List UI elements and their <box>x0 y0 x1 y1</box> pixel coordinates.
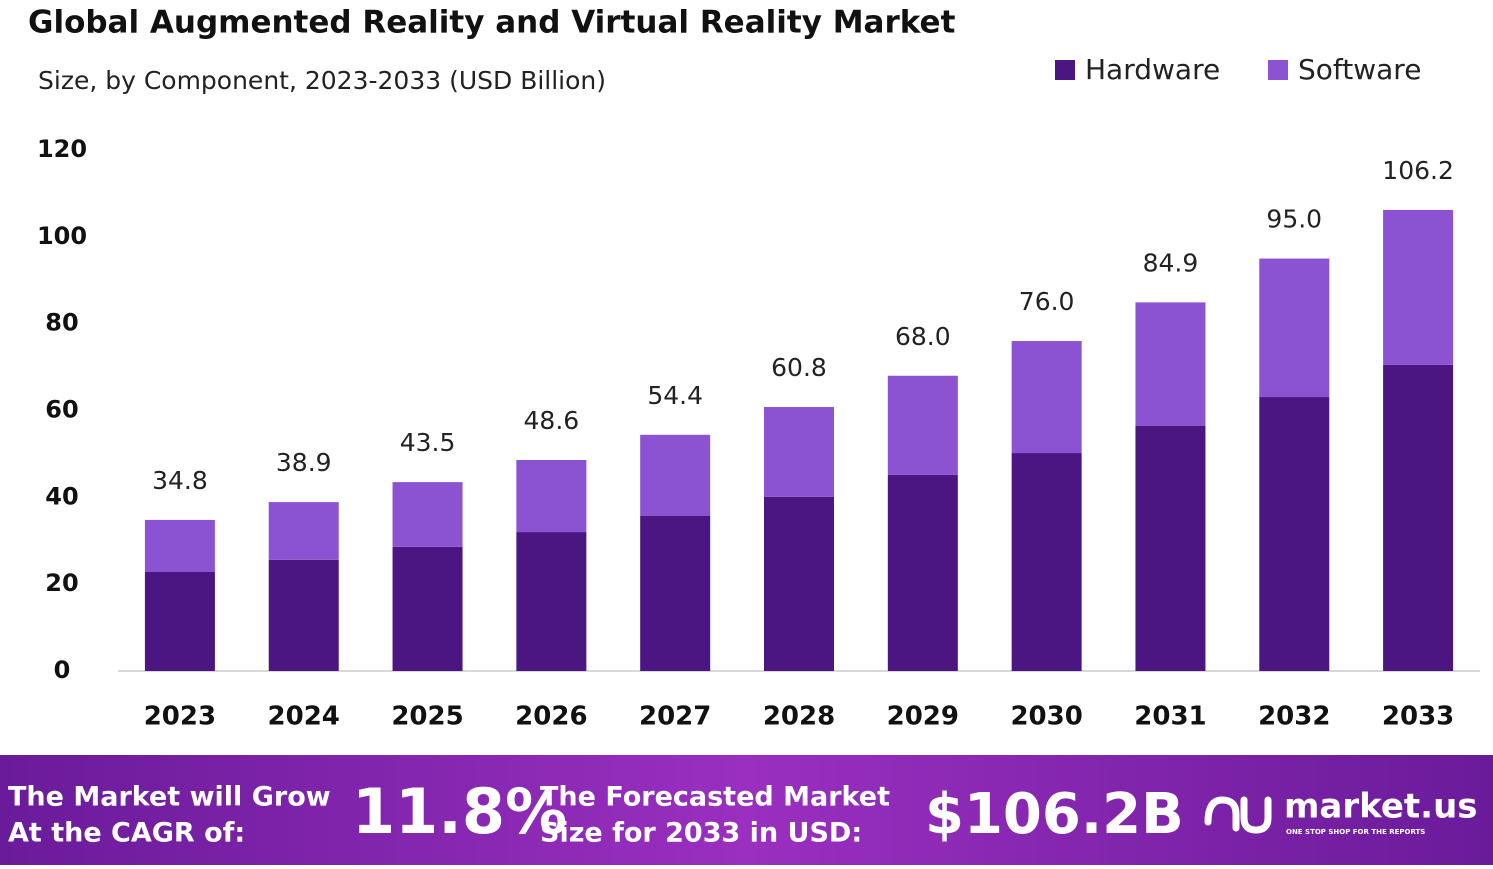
bar-segment <box>1383 209 1454 365</box>
footer: The Market will Grow At the CAGR of: 11.… <box>8 775 1478 848</box>
bar-segment <box>887 474 958 671</box>
cagr-value: 11.8% <box>352 775 567 848</box>
x-tick-label: 2033 <box>1382 702 1454 732</box>
y-tick-label: 20 <box>45 569 78 597</box>
bar-segment <box>268 502 339 560</box>
x-tick-label: 2029 <box>887 702 959 732</box>
bar-segment <box>1259 258 1330 398</box>
forecast-text: The Forecasted Market <box>540 782 890 813</box>
total-label: 84.9 <box>1143 248 1199 277</box>
forecast-value: $106.2B <box>925 782 1184 847</box>
x-tick-label: 2024 <box>268 702 340 732</box>
bar-segment <box>144 519 215 573</box>
x-tick-label: 2023 <box>144 702 216 732</box>
bar-segment <box>764 496 834 671</box>
bar-segment <box>1135 302 1206 426</box>
brand: market.us <box>1284 787 1478 827</box>
bar-segment <box>144 572 215 671</box>
bar-segment <box>764 407 834 497</box>
legend-swatch <box>1268 60 1288 80</box>
x-tick-label: 2026 <box>515 702 587 732</box>
brand-icon <box>1204 796 1272 834</box>
bar-segment <box>887 375 958 475</box>
chart-title: Global Augmented Reality and Virtual Rea… <box>28 5 956 41</box>
bar-segment <box>268 559 339 671</box>
total-label: 48.6 <box>524 406 580 435</box>
cagr-text: The Market will Grow <box>8 782 331 813</box>
total-label: 60.8 <box>771 353 827 382</box>
bar-segment <box>1383 364 1454 671</box>
y-tick-label: 80 <box>45 309 78 337</box>
total-label: 54.4 <box>647 381 703 410</box>
x-tick-label: 2030 <box>1010 702 1082 732</box>
bar-segment <box>1011 453 1082 671</box>
total-label: 43.5 <box>400 428 456 457</box>
bar-segment <box>1011 341 1082 454</box>
y-tick-label: 60 <box>45 396 78 424</box>
forecast-text: Size for 2033 in USD: <box>540 818 862 849</box>
y-tick-label: 100 <box>37 222 87 250</box>
chart-subtitle: Size, by Component, 2023-2033 (USD Billi… <box>38 66 606 95</box>
bar-segment <box>640 516 711 671</box>
bar-segment <box>516 532 587 671</box>
y-tick-label: 120 <box>37 135 87 163</box>
bar-segment <box>1135 425 1206 671</box>
bar-segment <box>516 459 587 533</box>
total-label: 34.8 <box>152 466 208 495</box>
bar-segment <box>392 482 463 547</box>
x-tick-label: 2027 <box>639 702 711 732</box>
x-tick-label: 2032 <box>1258 702 1330 732</box>
legend-label: Hardware <box>1085 53 1220 86</box>
bar-segment <box>392 546 463 671</box>
total-label: 95.0 <box>1266 205 1322 234</box>
tagline: ONE STOP SHOP FOR THE REPORTS <box>1286 828 1425 836</box>
x-tick-label: 2025 <box>391 702 463 732</box>
total-label: 106.2 <box>1382 156 1454 185</box>
total-label: 38.9 <box>276 448 332 477</box>
cagr-text: At the CAGR of: <box>8 818 245 849</box>
bar-segment <box>1259 397 1330 671</box>
x-tick-label: 2028 <box>763 702 835 732</box>
y-tick-label: 0 <box>54 656 71 684</box>
x-tick-label: 2031 <box>1134 702 1206 732</box>
bar-segment <box>640 434 711 517</box>
total-label: 76.0 <box>1019 287 1075 316</box>
legend-swatch <box>1055 60 1075 80</box>
legend-label: Software <box>1298 53 1421 86</box>
y-tick-label: 40 <box>45 482 78 510</box>
total-label: 68.0 <box>895 322 951 351</box>
